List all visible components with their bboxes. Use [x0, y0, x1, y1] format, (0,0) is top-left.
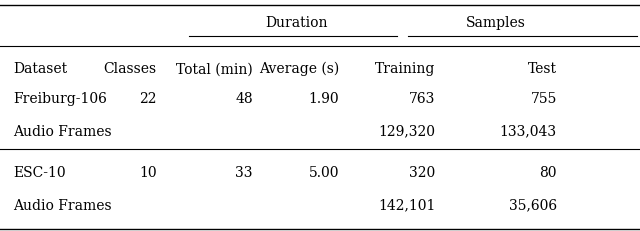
Text: 35,606: 35,606: [509, 199, 557, 213]
Text: Classes: Classes: [104, 62, 157, 76]
Text: Freiburg-106: Freiburg-106: [13, 92, 107, 106]
Text: Average (s): Average (s): [259, 62, 339, 76]
Text: Samples: Samples: [466, 16, 526, 30]
Text: 763: 763: [409, 92, 435, 106]
Text: Training: Training: [375, 62, 435, 76]
Text: 320: 320: [409, 166, 435, 180]
Text: 5.00: 5.00: [308, 166, 339, 180]
Text: ESC-10: ESC-10: [13, 166, 65, 180]
Text: 129,320: 129,320: [378, 125, 435, 139]
Text: Audio Frames: Audio Frames: [13, 199, 111, 213]
Text: Total (min): Total (min): [176, 62, 253, 76]
Text: 133,043: 133,043: [500, 125, 557, 139]
Text: 10: 10: [139, 166, 157, 180]
Text: 1.90: 1.90: [308, 92, 339, 106]
Text: Audio Frames: Audio Frames: [13, 125, 111, 139]
Text: 48: 48: [235, 92, 253, 106]
Text: 22: 22: [140, 92, 157, 106]
Text: 755: 755: [531, 92, 557, 106]
Text: 142,101: 142,101: [378, 199, 435, 213]
Text: Duration: Duration: [265, 16, 328, 30]
Text: 33: 33: [236, 166, 253, 180]
Text: Test: Test: [528, 62, 557, 76]
Text: Dataset: Dataset: [13, 62, 67, 76]
Text: 80: 80: [540, 166, 557, 180]
